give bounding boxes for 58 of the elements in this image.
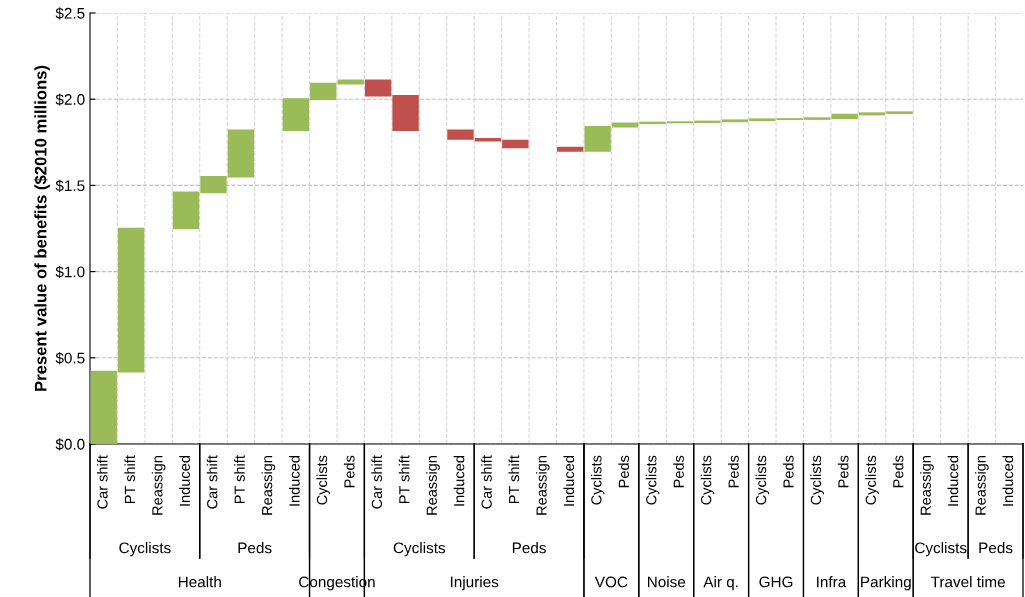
x-tick-label: Reassign xyxy=(535,456,550,515)
x-tick-label: Peds xyxy=(673,455,684,488)
x-tick-label: Induced xyxy=(947,456,959,506)
y-tick-label: $0.0 xyxy=(55,438,85,451)
x-tick-label: Peds xyxy=(728,455,739,488)
text: Injuries xyxy=(450,576,499,591)
x-tick-label: Cyclists xyxy=(316,455,331,505)
text: Noise xyxy=(647,576,686,588)
x-tick-label: Reassign xyxy=(920,456,934,515)
text: VOC xyxy=(594,576,628,588)
text: Cyclists xyxy=(393,542,446,557)
x-tick-label: Peds xyxy=(618,455,630,488)
x-tick-label: Peds xyxy=(892,455,904,488)
x-tick-label: PT shift xyxy=(124,455,136,504)
x-tick-label: Cyclists xyxy=(590,455,605,505)
y-tick-label: $0.5 xyxy=(55,352,85,365)
text: Cyclists xyxy=(119,542,171,557)
x-tick-label: Peds xyxy=(837,455,849,488)
text: Travel time xyxy=(930,576,1005,588)
y-axis-title: Present value of benefits ($2010 millions) xyxy=(34,65,50,391)
x-tick-label: Reassign xyxy=(426,456,440,515)
x-tick-label: Cyclists xyxy=(645,455,660,505)
text: Peds xyxy=(512,542,546,554)
x-tick-label: Car shift xyxy=(206,455,218,509)
x-tick-label: Induced xyxy=(453,456,465,506)
x-tick-label: PT shift xyxy=(508,455,520,504)
x-tick-label: Induced xyxy=(289,456,300,506)
x-tick-label: Cyclists xyxy=(865,455,879,505)
y-tick-label: $2.5 xyxy=(55,7,85,20)
x-tick-label: Car shift xyxy=(371,455,383,509)
text: Peds xyxy=(238,542,272,554)
bar xyxy=(337,79,364,85)
x-tick-label: PT shift xyxy=(398,455,410,504)
x-tick-label: Induced xyxy=(1002,456,1014,506)
x-tick-label: Cyclists xyxy=(810,455,824,505)
text: Health xyxy=(178,576,221,588)
y-tick-label: $1.0 xyxy=(55,265,85,279)
text: Cyclists xyxy=(915,542,967,557)
text: Peds xyxy=(979,542,1013,554)
x-tick-label: Car shift xyxy=(96,455,108,509)
bar xyxy=(557,146,584,152)
text: Infra xyxy=(817,576,847,588)
x-tick-label: Reassign xyxy=(151,456,166,515)
x-tick-label: Peds xyxy=(343,455,355,488)
text: Air q. xyxy=(703,576,738,591)
x-tick-label: Car shift xyxy=(481,455,492,509)
text: GHG xyxy=(759,576,793,588)
x-tick-label: Cyclists xyxy=(700,455,715,505)
y-tick-label: $1.5 xyxy=(55,179,85,192)
text: Parking xyxy=(861,576,911,591)
x-tick-label: Induced xyxy=(179,456,190,506)
x-tick-label: Induced xyxy=(563,456,575,506)
x-tick-label: Reassign xyxy=(975,456,989,515)
x-tick-label: Cyclists xyxy=(755,455,770,505)
x-tick-label: PT shift xyxy=(234,455,245,504)
x-tick-label: Reassign xyxy=(261,456,276,515)
y-tick-label: $2.0 xyxy=(55,93,85,106)
x-tick-label: Peds xyxy=(782,455,794,488)
